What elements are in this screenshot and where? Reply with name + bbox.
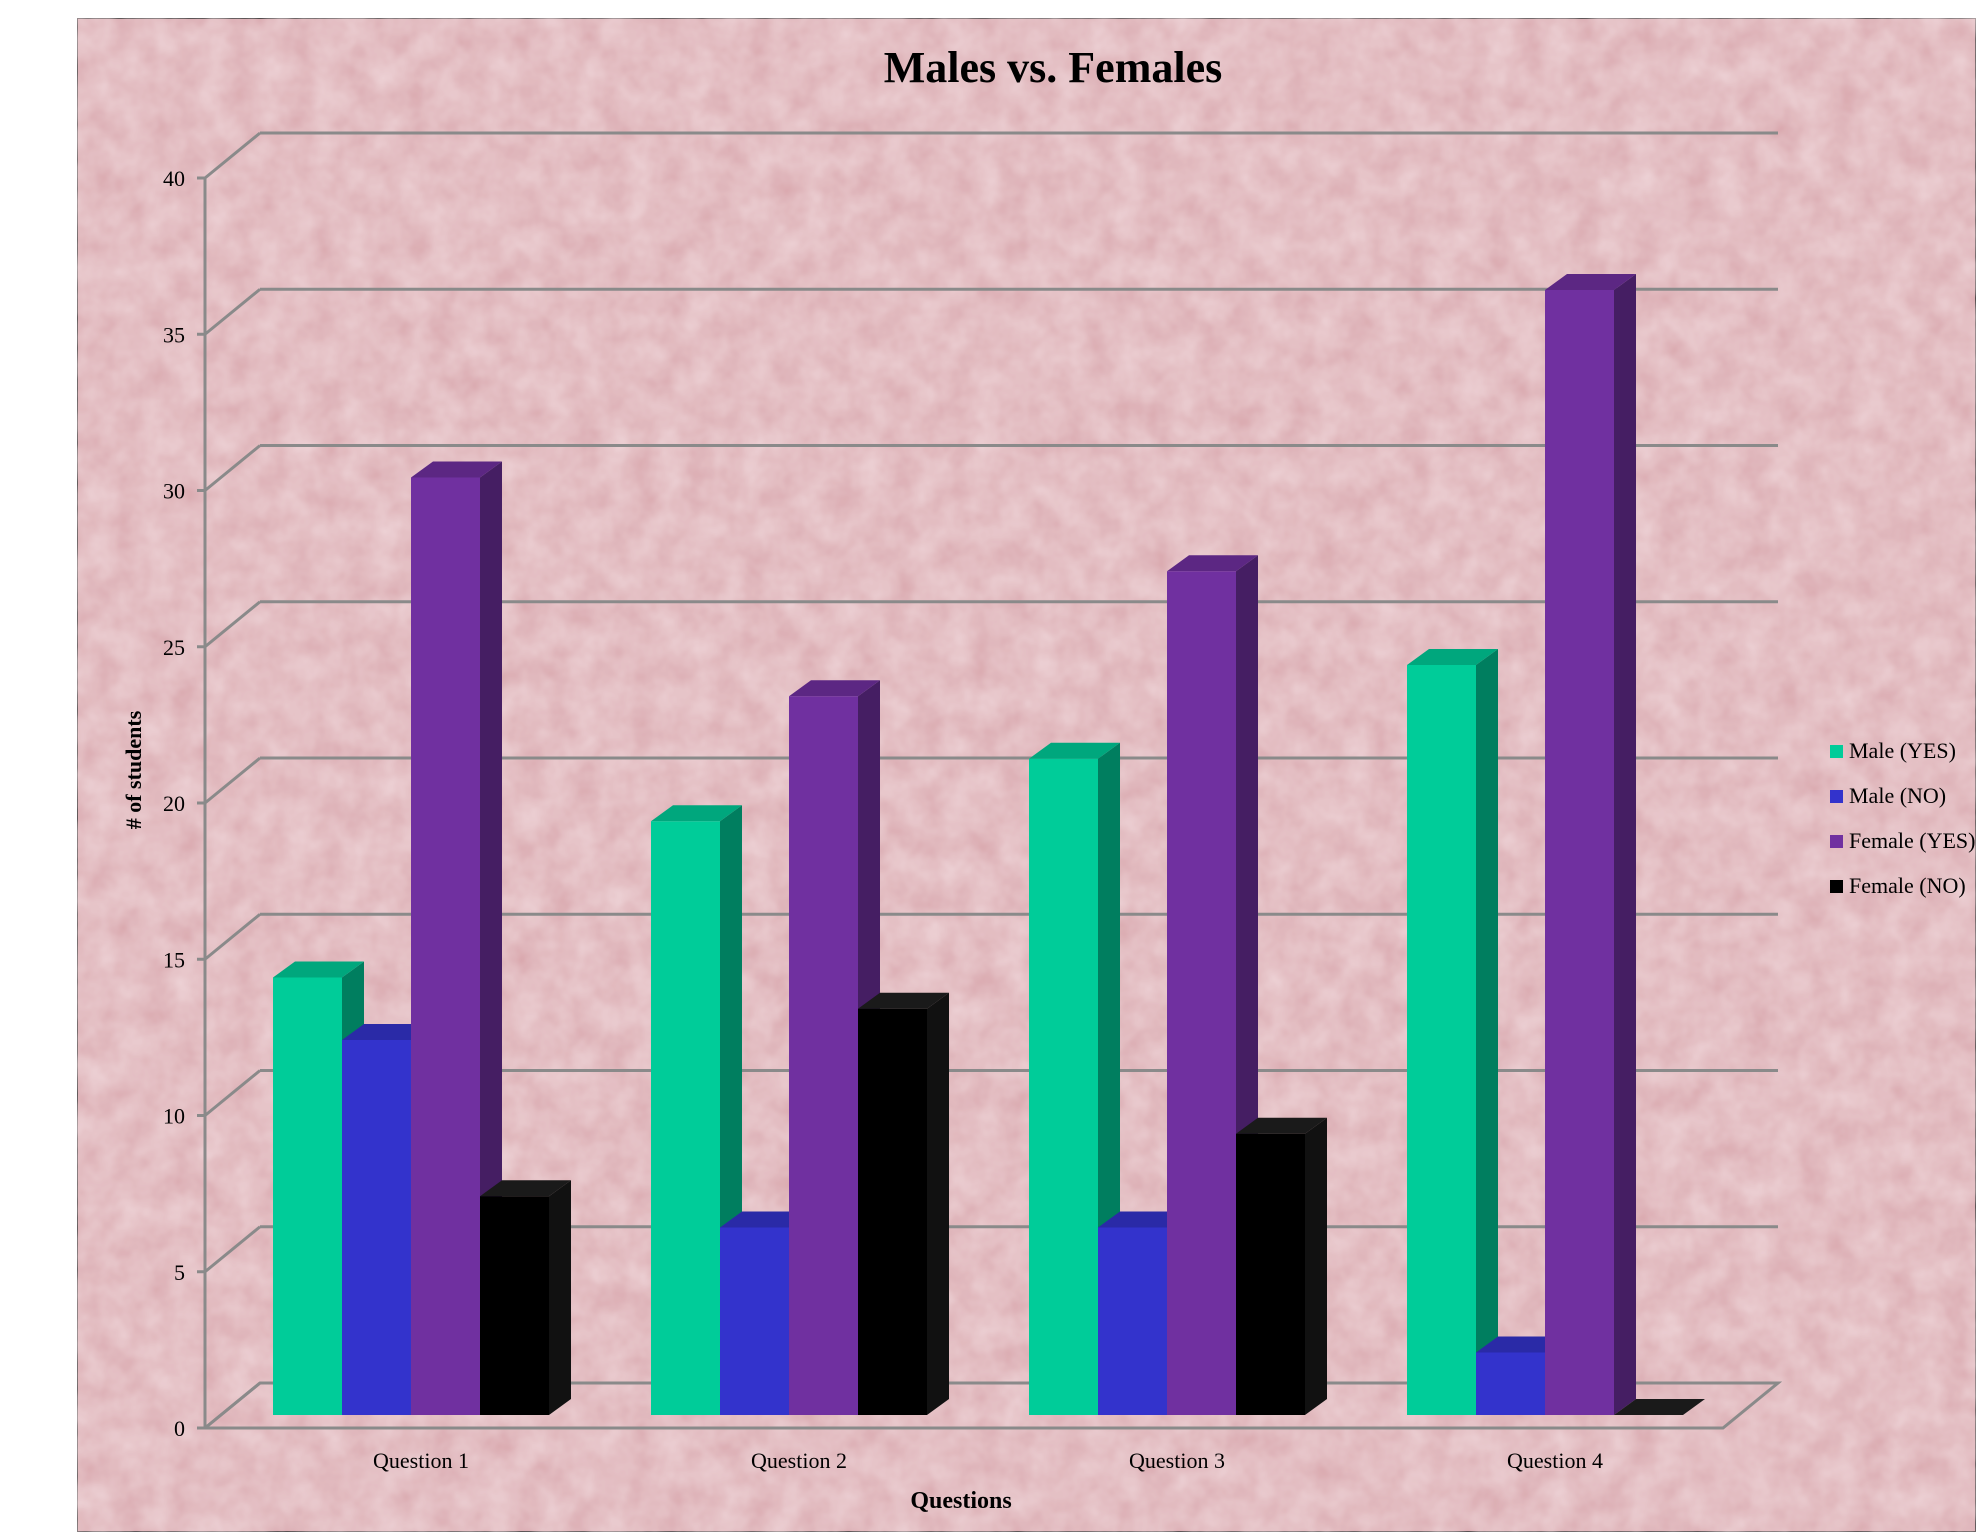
bar-top bbox=[273, 961, 364, 978]
bar-front bbox=[411, 477, 480, 1415]
bar-side bbox=[1614, 274, 1636, 1415]
y-tick-label: 5 bbox=[174, 1260, 185, 1285]
bar-top bbox=[1545, 274, 1636, 290]
gridline-diagonal bbox=[204, 288, 261, 336]
legend-label: Female (NO) bbox=[1849, 873, 1966, 898]
bar-front bbox=[480, 1196, 549, 1415]
x-tick-label: Question 4 bbox=[1507, 1448, 1603, 1473]
bar-side bbox=[480, 461, 502, 1415]
gridline-diagonal bbox=[204, 756, 261, 805]
bar-side bbox=[1476, 649, 1498, 1415]
bar-top bbox=[720, 1211, 811, 1228]
bar-top bbox=[411, 461, 502, 478]
bar-group bbox=[273, 461, 571, 1415]
y-tick-label: 25 bbox=[163, 635, 185, 660]
bar-group bbox=[1407, 274, 1705, 1415]
gridline-diagonal bbox=[204, 600, 261, 648]
bar-side bbox=[549, 1180, 571, 1415]
gridline-diagonal bbox=[204, 1381, 261, 1430]
y-tick-label: 40 bbox=[163, 166, 185, 191]
bar-group bbox=[651, 680, 949, 1415]
bar bbox=[1407, 649, 1498, 1415]
bar-top bbox=[1236, 1117, 1327, 1134]
bar-front bbox=[342, 1040, 411, 1415]
legend-item: Male (YES) bbox=[1830, 738, 1956, 763]
legend-item: Male (NO) bbox=[1830, 783, 1946, 808]
bar-top bbox=[1476, 1336, 1567, 1353]
bar-front bbox=[651, 821, 720, 1415]
x-tick-label: Question 1 bbox=[373, 1448, 469, 1473]
bar-front bbox=[720, 1227, 789, 1415]
legend-item: Female (NO) bbox=[1830, 873, 1966, 898]
legend-label: Male (NO) bbox=[1849, 783, 1946, 808]
legend-swatch bbox=[1830, 835, 1843, 848]
x-tick-label: Question 2 bbox=[751, 1448, 847, 1473]
bar bbox=[1614, 1399, 1705, 1415]
legend-item: Female (YES) bbox=[1830, 828, 1975, 853]
legend: Male (YES) Male (NO) Female (YES) Female (N… bbox=[1830, 738, 1975, 898]
gridline-diagonal bbox=[204, 444, 261, 492]
gridline-diagonal bbox=[204, 913, 261, 961]
bar-side bbox=[927, 992, 949, 1415]
gridline-diagonal bbox=[204, 1069, 261, 1117]
bar bbox=[1236, 1117, 1327, 1415]
y-axis-ticks: 0 5 10 15 20 25 30 35 40 bbox=[163, 166, 185, 1441]
bar-front bbox=[273, 977, 342, 1415]
bar bbox=[858, 992, 949, 1415]
bar-front bbox=[789, 696, 858, 1415]
bar-top bbox=[1407, 649, 1498, 665]
y-axis-label: # of students bbox=[121, 710, 146, 829]
bar-top bbox=[1098, 1211, 1189, 1228]
bar bbox=[411, 461, 502, 1415]
bar-front bbox=[1476, 1352, 1545, 1415]
bar-top bbox=[1167, 555, 1258, 572]
y-tick-label: 30 bbox=[163, 479, 185, 504]
bar-top bbox=[651, 805, 742, 822]
bar-group bbox=[1029, 555, 1327, 1415]
bars bbox=[273, 274, 1705, 1415]
x-axis-ticks: Question 1 Question 2 Question 3 Question 4 bbox=[373, 1448, 1603, 1473]
legend-label: Female (YES) bbox=[1849, 828, 1975, 853]
bar-front bbox=[1236, 1133, 1305, 1415]
bar-front bbox=[1407, 665, 1476, 1415]
bar-top bbox=[858, 992, 949, 1009]
bar-front bbox=[1098, 1227, 1167, 1415]
bar-top bbox=[1614, 1399, 1705, 1415]
legend-label: Male (YES) bbox=[1849, 738, 1956, 763]
y-tick-label: 0 bbox=[174, 1416, 185, 1441]
gridline-diagonal bbox=[204, 131, 261, 180]
x-tick-label: Question 3 bbox=[1129, 1448, 1225, 1473]
y-tick-label: 15 bbox=[163, 947, 185, 972]
y-tick-label: 20 bbox=[163, 791, 185, 816]
bar-top bbox=[1029, 742, 1120, 759]
bar-top bbox=[480, 1180, 571, 1197]
legend-swatch bbox=[1830, 745, 1843, 758]
y-tick-label: 35 bbox=[163, 322, 185, 347]
bar-side bbox=[1305, 1117, 1327, 1415]
legend-swatch bbox=[1830, 790, 1843, 803]
x-axis-label: Questions bbox=[910, 1488, 1011, 1514]
bar bbox=[480, 1180, 571, 1415]
bar-top bbox=[789, 680, 880, 697]
bar-front bbox=[858, 1008, 927, 1415]
chart-title: Males vs. Females bbox=[884, 43, 1222, 92]
legend-swatch bbox=[1830, 880, 1843, 893]
bar-front bbox=[1029, 758, 1098, 1415]
gridline-diagonal bbox=[204, 1225, 261, 1273]
bar-top bbox=[342, 1024, 433, 1040]
bar-front bbox=[1167, 571, 1236, 1415]
y-tick-label: 10 bbox=[163, 1104, 185, 1129]
bar bbox=[1545, 274, 1636, 1415]
bar-front bbox=[1545, 290, 1614, 1415]
bar bbox=[1167, 555, 1258, 1415]
